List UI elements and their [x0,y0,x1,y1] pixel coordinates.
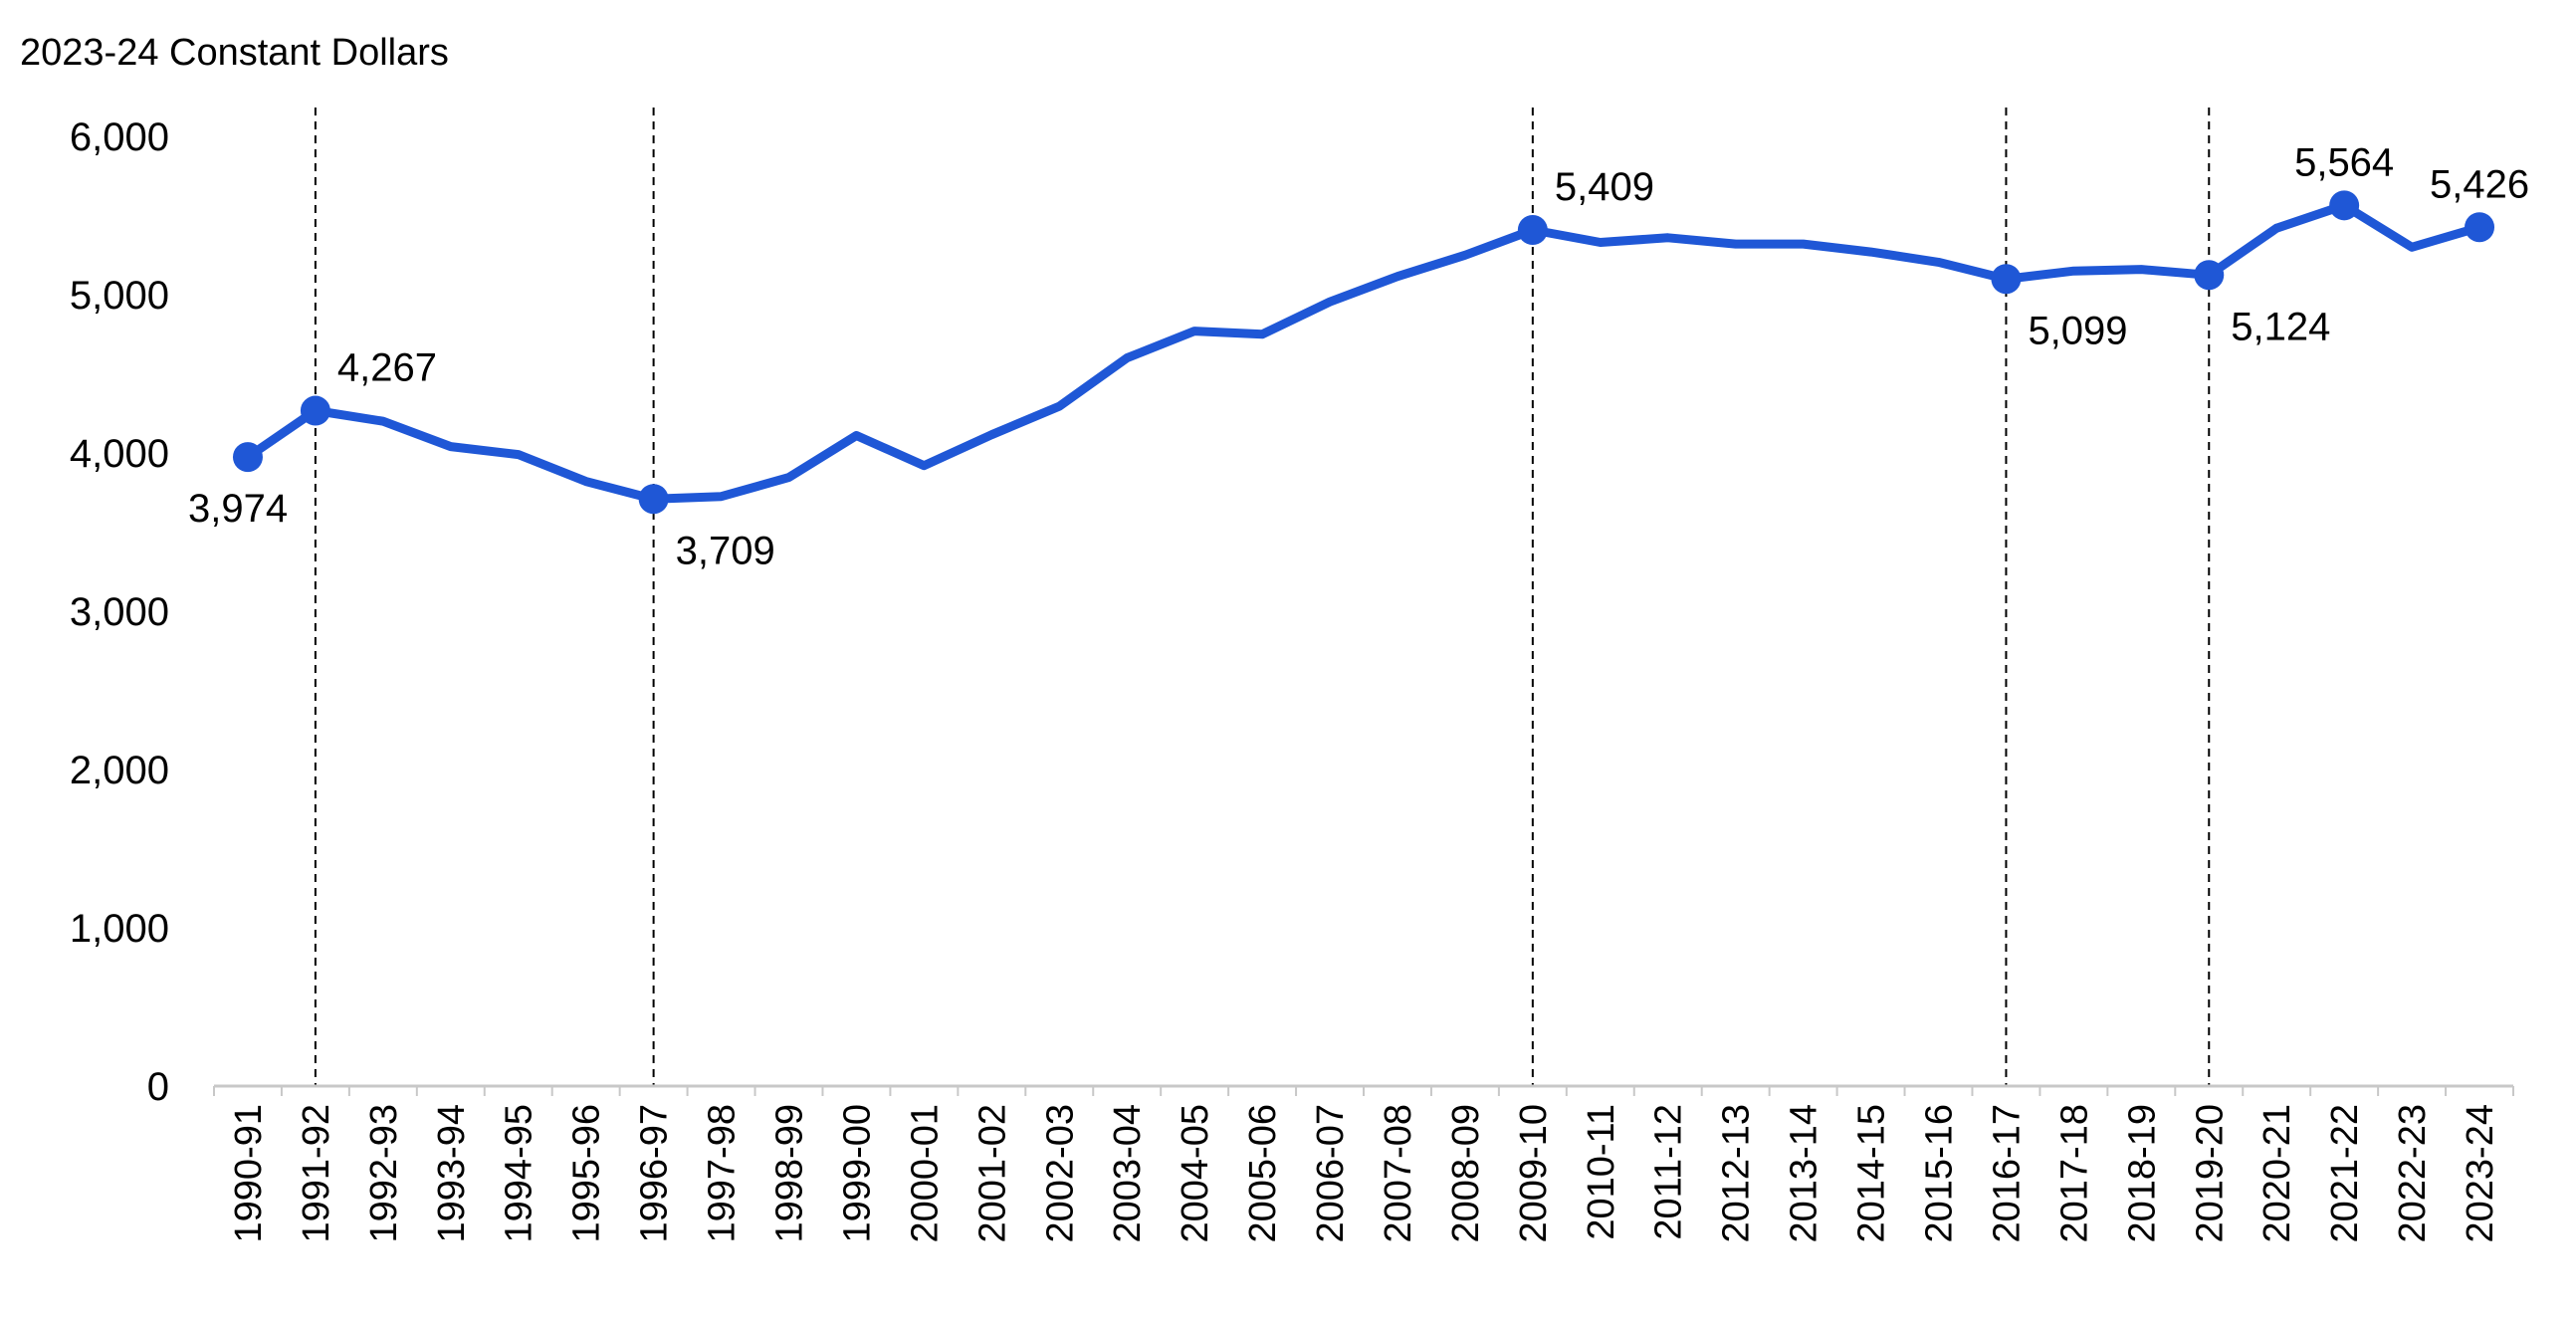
x-tick-label: 2018-19 [2121,1104,2163,1242]
x-tick-label: 2010-11 [1581,1104,1622,1240]
x-tick-label: 1994-95 [499,1104,540,1242]
data-label-2023-24: 5,426 [2430,162,2529,206]
y-tick-label: 1,000 [70,907,169,951]
y-axis-label: 2023-24 Constant Dollars [20,32,449,74]
data-point-1990-91 [232,442,263,473]
y-tick-label: 6,000 [70,115,169,159]
x-tick-label: 2003-04 [1107,1104,1149,1242]
data-label-1996-97: 3,709 [676,529,775,572]
x-tick-label: 2006-07 [1310,1104,1352,1242]
data-point-1996-97 [638,484,669,515]
x-tick-label: 2020-21 [2256,1104,2298,1242]
x-tick-label: 2009-10 [1513,1104,1555,1242]
y-tick-label: 2,000 [70,749,169,792]
x-tick-label: 1991-92 [296,1104,337,1242]
data-point-2009-10 [1517,214,1548,245]
data-label-1991-92: 4,267 [337,346,437,390]
x-tick-label: 2005-06 [1242,1104,1284,1242]
data-point-2016-17 [1991,264,2022,295]
x-tick-label: 2011-12 [1648,1104,1690,1240]
data-label-2016-17: 5,099 [2028,309,2127,352]
x-tick-label: 1992-93 [363,1104,405,1242]
x-tick-label: 2002-03 [1039,1104,1081,1242]
x-tick-label: 1999-00 [836,1104,878,1242]
series-layer [243,200,2484,504]
data-point-2023-24 [2465,212,2495,243]
x-tick-label: 2008-09 [1445,1104,1487,1242]
data-point-1991-92 [300,395,330,426]
x-tick-label: 1993-94 [431,1104,473,1242]
reference-lines [314,108,2211,1086]
x-tick-label: 2012-13 [1716,1104,1758,1242]
x-tick-label: 2019-20 [2189,1104,2231,1242]
x-tick-label: 1998-99 [769,1104,811,1242]
x-tick-label: 2021-22 [2324,1104,2366,1242]
data-label-2009-10: 5,409 [1555,165,1654,209]
series-line-0 [243,200,2484,504]
data-point-2021-22 [2329,190,2360,221]
y-axis: 0 1,000 2,000 3,000 4,000 5,000 6,000 [70,115,169,1109]
x-tick-label: 2022-23 [2392,1104,2434,1242]
x-tick-label: 2004-05 [1175,1104,1216,1242]
x-tick-label: 2001-02 [971,1104,1013,1242]
x-tick-label: 1996-97 [634,1104,676,1242]
y-tick-label: 3,000 [70,590,169,634]
x-tick-label: 1997-98 [702,1104,744,1242]
y-tick-label: 5,000 [70,274,169,318]
x-tick-label: 1990-91 [228,1104,270,1242]
x-tick-label: 2023-24 [2460,1104,2501,1242]
y-tick-label: 4,000 [70,432,169,476]
data-point-2019-20 [2194,260,2225,291]
x-tick-label: 2014-15 [1851,1104,1893,1242]
data-label-1990-91: 3,974 [188,487,288,531]
data-label-2021-22: 5,564 [2294,140,2394,184]
y-tick-label: 0 [147,1065,169,1109]
x-tick-label: 2016-17 [1986,1104,2028,1242]
x-tick-label: 2007-08 [1378,1104,1419,1242]
x-axis: 1990-91 1991-92 1992-93 1993-94 1994-95 1995-… [213,1084,2514,1242]
x-tick-label: 1995-96 [566,1104,608,1242]
data-label-2019-20: 5,124 [2231,305,2330,348]
data-labels: 3,974 4,267 3,709 5,409 5,099 5,124 5,564 5,426 [188,140,2529,572]
x-tick-label: 2013-14 [1784,1104,1825,1242]
markers-layer [232,190,2495,515]
x-tick-label: 2017-18 [2053,1104,2095,1242]
x-tick-label: 2015-16 [1919,1104,1961,1242]
x-tick-label: 2000-01 [904,1104,946,1242]
